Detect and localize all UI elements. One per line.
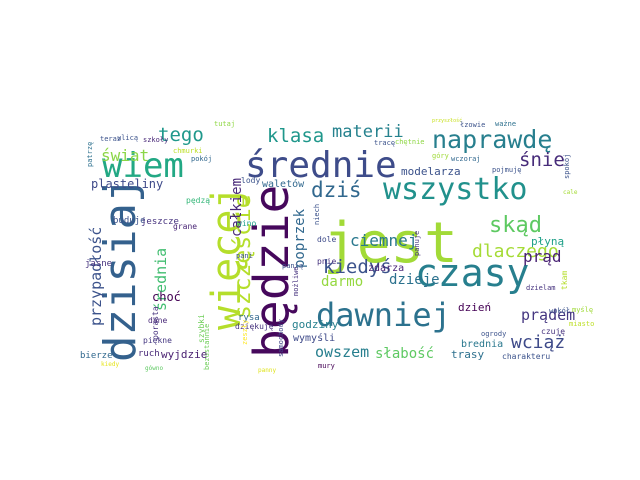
word: bezustannie: [203, 324, 211, 370]
word: tkam: [560, 271, 569, 290]
word: dawniej: [316, 296, 451, 334]
word: przypadłość: [87, 227, 105, 326]
word: będzie: [244, 185, 300, 358]
word: szczęście: [230, 194, 256, 319]
word: chętnie: [395, 138, 425, 146]
word: śnie: [519, 149, 565, 171]
word: chmurki: [173, 147, 203, 155]
word: godziny: [292, 318, 339, 331]
word: szkoły: [143, 136, 168, 144]
word: choć: [152, 290, 181, 304]
word: lody: [241, 176, 260, 185]
word: dziś: [311, 178, 362, 202]
word: szybki: [197, 314, 206, 343]
word: bierze: [80, 351, 113, 361]
word: tracę: [374, 139, 395, 147]
word: możliwe: [292, 266, 300, 296]
word: pnie: [317, 257, 336, 266]
word: dziękuję: [235, 322, 274, 331]
word: wymyśli: [293, 332, 335, 344]
word: charakteru: [502, 352, 550, 361]
word: świat: [101, 146, 149, 165]
word: zeszły: [241, 320, 249, 345]
word: grane: [173, 222, 197, 231]
word: czuję: [541, 327, 565, 336]
word: cale: [563, 189, 578, 196]
word: kiedyś: [323, 256, 392, 278]
word: średnia: [152, 248, 170, 311]
word: tego: [158, 124, 204, 146]
word: trasy: [451, 348, 484, 361]
word: myślę: [572, 306, 593, 314]
word: kiedy: [101, 361, 119, 368]
word: patrzę: [86, 142, 94, 167]
word: słabość: [375, 346, 434, 362]
word: plasteliny: [91, 177, 163, 191]
word: spokój: [563, 154, 571, 179]
word: panuje: [413, 231, 421, 256]
word: miasto: [569, 320, 594, 328]
word: tutaj: [214, 120, 235, 128]
word: wino: [237, 219, 256, 228]
word: zdarza: [368, 263, 404, 274]
word: piękne: [143, 336, 172, 345]
word: dole: [317, 235, 336, 244]
word: gówno: [145, 365, 163, 372]
word: wczoraj: [451, 155, 481, 163]
word: materii: [332, 122, 404, 142]
word: pojmuję: [492, 166, 522, 174]
word: waletów: [262, 178, 305, 190]
word: przyszłość: [432, 117, 462, 124]
word: więcej: [204, 186, 250, 331]
word: płyną: [531, 235, 564, 248]
word: dzieje: [389, 272, 440, 288]
word: panią: [282, 262, 303, 270]
word: prąd: [523, 247, 562, 266]
word: niech: [313, 204, 321, 225]
word: teraz: [100, 135, 121, 143]
word: jasne: [85, 259, 112, 269]
word: mury: [318, 362, 335, 370]
word: ruch: [138, 349, 160, 359]
word: klasa: [267, 125, 324, 147]
word: wszystko: [383, 172, 528, 207]
word: ciemnej: [350, 231, 417, 250]
word: dzień: [458, 301, 491, 314]
word: darmo: [321, 274, 363, 290]
word: rysa: [238, 313, 260, 323]
word: porasta: [151, 306, 160, 340]
word: brednia: [461, 339, 503, 350]
word: poprzek: [292, 208, 308, 268]
word: prądem: [521, 306, 575, 324]
word: ważne: [495, 120, 516, 128]
word: skąd: [489, 213, 542, 238]
word: dlaczego: [472, 241, 559, 262]
word: wciąż: [511, 332, 565, 353]
word: czasy: [415, 251, 529, 295]
word: owszem: [315, 343, 369, 361]
word: samochody: [277, 319, 285, 357]
word: pani: [236, 252, 253, 260]
word: ogrody: [481, 330, 506, 338]
word: łzowie: [460, 121, 485, 129]
word: średnie: [245, 145, 397, 186]
word: dzielam: [526, 284, 556, 292]
word: jeszcze: [141, 217, 179, 227]
word: całkiem: [229, 178, 245, 237]
word: wyjdzie: [161, 348, 207, 361]
word: wokół: [549, 307, 570, 315]
word: pędzą: [186, 196, 210, 205]
word: panny: [258, 367, 276, 374]
word: jest: [323, 211, 458, 276]
word: góry: [432, 152, 449, 160]
word: pokój: [191, 155, 212, 163]
word: naprawdę: [432, 125, 552, 154]
word: buduje: [113, 216, 146, 226]
word: modelarza: [401, 165, 461, 178]
word: ulicą: [117, 134, 138, 142]
word: wiem: [102, 146, 184, 186]
word: dzisiaj: [95, 177, 146, 362]
word: dane: [148, 316, 167, 325]
